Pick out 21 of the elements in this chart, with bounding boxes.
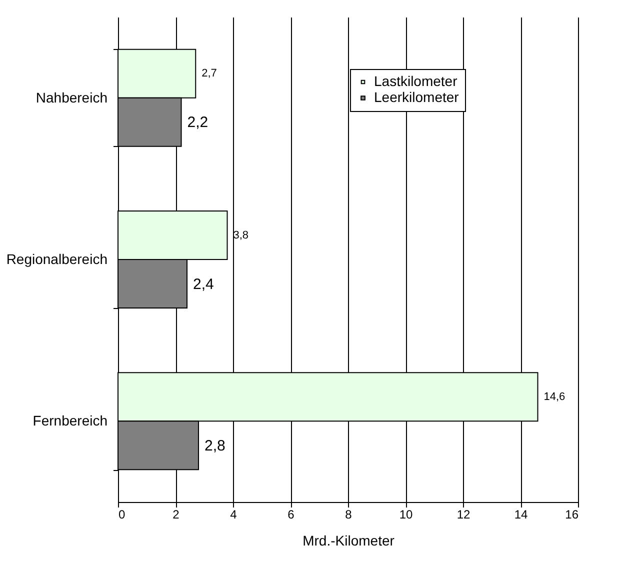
data-label: 2,8 [204, 437, 226, 454]
x-axis-title: Mrd.-Kilometer [302, 532, 395, 548]
x-tick-label: 12 [456, 508, 470, 522]
x-tick-label: 0 [118, 508, 126, 522]
legend-label: Leerkilometer [374, 89, 460, 105]
data-label: 2,2 [187, 114, 208, 132]
data-label: 2,7 [202, 68, 217, 80]
x-tick-label: 16 [565, 508, 579, 522]
x-tick-label: 4 [230, 508, 238, 522]
data-label: 14,6 [544, 390, 566, 403]
y-tick-label: Fernbereich [32, 412, 108, 429]
y-tick-label: Regionalbereich [6, 251, 108, 267]
x-tick-label: 10 [399, 508, 413, 522]
y-tick-label: Nahbereich [36, 89, 108, 106]
data-label: 2,4 [193, 276, 214, 293]
x-tick-label: 14 [514, 508, 528, 522]
data-label: 3,8 [233, 229, 249, 242]
legend-label: Lastkilometer [374, 73, 458, 89]
x-tick-label: 2 [172, 508, 180, 522]
x-tick-label: 6 [288, 508, 295, 522]
x-tick-label: 8 [345, 508, 352, 522]
